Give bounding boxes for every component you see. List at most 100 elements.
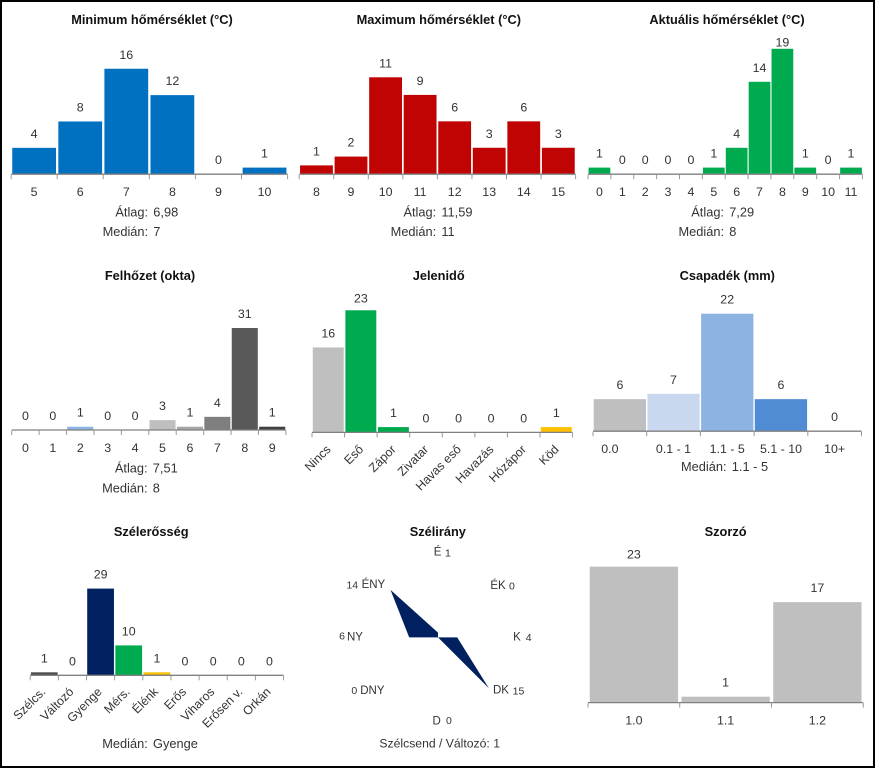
svg-text:1.2: 1.2 [809, 713, 826, 727]
svg-text:1: 1 [77, 406, 84, 420]
svg-text:11: 11 [441, 224, 454, 239]
svg-text:Jelenidő: Jelenidő [413, 268, 465, 283]
svg-text:5: 5 [31, 185, 38, 199]
svg-text:4: 4 [687, 185, 694, 199]
svg-text:0: 0 [210, 654, 217, 668]
svg-text:8: 8 [77, 101, 84, 115]
svg-text:NY: NY [347, 631, 363, 643]
svg-text:0: 0 [520, 411, 527, 425]
svg-text:Szorzó: Szorzó [705, 524, 747, 539]
svg-text:1.1 - 5: 1.1 - 5 [732, 459, 768, 474]
svg-text:3: 3 [104, 441, 111, 455]
svg-text:13: 13 [482, 185, 496, 199]
svg-text:Medián:: Medián: [103, 224, 149, 239]
svg-text:Medián:: Medián: [678, 224, 724, 239]
svg-text:14: 14 [753, 61, 767, 75]
svg-text:12: 12 [448, 185, 462, 199]
svg-text:6: 6 [520, 100, 527, 114]
svg-text:4: 4 [132, 441, 139, 455]
svg-text:1.1: 1.1 [717, 713, 734, 727]
svg-text:0: 0 [22, 409, 29, 423]
svg-text:Átlag:: Átlag: [115, 204, 148, 219]
svg-text:9: 9 [269, 441, 276, 455]
svg-text:Csapadék (mm): Csapadék (mm) [680, 268, 775, 283]
svg-text:2: 2 [77, 441, 84, 455]
svg-text:16: 16 [119, 48, 133, 62]
svg-text:DNY: DNY [360, 685, 385, 697]
svg-text:É: É [434, 546, 442, 559]
svg-text:0: 0 [455, 411, 462, 425]
svg-text:Gyenge: Gyenge [153, 736, 198, 751]
svg-text:2: 2 [642, 185, 649, 199]
svg-text:11: 11 [379, 56, 392, 70]
svg-text:0: 0 [49, 409, 56, 423]
svg-text:6: 6 [733, 185, 740, 199]
svg-text:0: 0 [488, 411, 495, 425]
svg-text:10: 10 [379, 185, 393, 199]
svg-text:1: 1 [269, 406, 276, 420]
svg-text:0: 0 [596, 185, 603, 199]
svg-text:10: 10 [122, 624, 136, 638]
svg-text:7,29: 7,29 [729, 204, 754, 219]
svg-text:Medián:: Medián: [681, 459, 727, 474]
svg-text:K: K [513, 631, 521, 643]
svg-text:1: 1 [553, 406, 560, 420]
svg-text:Szélcsend / Változó: 1: Szélcsend / Változó: 1 [379, 736, 500, 750]
svg-text:14: 14 [346, 580, 358, 592]
svg-text:7: 7 [670, 373, 677, 387]
svg-text:29: 29 [94, 568, 108, 582]
svg-text:1: 1 [41, 651, 48, 665]
svg-text:3: 3 [486, 127, 493, 141]
svg-text:1: 1 [722, 676, 729, 690]
svg-text:31: 31 [238, 307, 252, 321]
svg-text:1.0: 1.0 [625, 713, 642, 727]
svg-text:1: 1 [848, 147, 855, 161]
svg-text:3: 3 [159, 399, 166, 413]
svg-text:ÉK: ÉK [490, 579, 506, 592]
svg-text:8: 8 [153, 481, 160, 496]
svg-text:1: 1 [153, 651, 160, 665]
svg-text:1: 1 [261, 147, 268, 161]
svg-text:0: 0 [446, 715, 452, 727]
svg-text:6: 6 [778, 378, 785, 392]
svg-text:1: 1 [186, 406, 193, 420]
svg-text:0: 0 [266, 654, 273, 668]
svg-text:5: 5 [710, 185, 717, 199]
svg-text:6: 6 [616, 378, 623, 392]
svg-text:Átlag:: Átlag: [691, 204, 724, 219]
svg-text:0: 0 [509, 581, 515, 593]
svg-text:8: 8 [729, 224, 736, 239]
svg-text:5.1 - 10: 5.1 - 10 [760, 442, 802, 456]
svg-text:ÉNY: ÉNY [362, 578, 386, 591]
svg-text:6: 6 [77, 185, 84, 199]
svg-text:1: 1 [313, 144, 320, 158]
svg-text:9: 9 [802, 185, 809, 199]
svg-text:Átlag:: Átlag: [403, 204, 436, 219]
svg-text:1: 1 [802, 147, 809, 161]
svg-text:6: 6 [451, 100, 458, 114]
svg-text:Szélirány: Szélirány [410, 524, 467, 539]
svg-text:1: 1 [390, 406, 397, 420]
svg-text:10: 10 [821, 185, 835, 199]
svg-text:4: 4 [526, 632, 532, 644]
svg-text:1: 1 [49, 441, 56, 455]
svg-text:22: 22 [720, 293, 734, 307]
svg-text:Maximum hőmérséklet (°C): Maximum hőmérséklet (°C) [357, 12, 521, 27]
svg-text:9: 9 [215, 185, 222, 199]
svg-text:0: 0 [825, 153, 832, 167]
svg-text:5: 5 [159, 441, 166, 455]
svg-text:6,98: 6,98 [153, 204, 178, 219]
svg-text:0: 0 [423, 411, 430, 425]
svg-text:15: 15 [551, 185, 565, 199]
svg-text:14: 14 [517, 185, 531, 199]
svg-text:23: 23 [627, 548, 641, 562]
svg-text:1: 1 [445, 547, 451, 559]
svg-text:D: D [433, 716, 441, 728]
svg-text:0: 0 [687, 153, 694, 167]
svg-text:0: 0 [831, 410, 838, 424]
svg-text:9: 9 [348, 185, 355, 199]
svg-text:0: 0 [132, 409, 139, 423]
svg-text:0: 0 [182, 654, 189, 668]
svg-text:4: 4 [733, 127, 740, 141]
svg-text:1: 1 [619, 185, 626, 199]
